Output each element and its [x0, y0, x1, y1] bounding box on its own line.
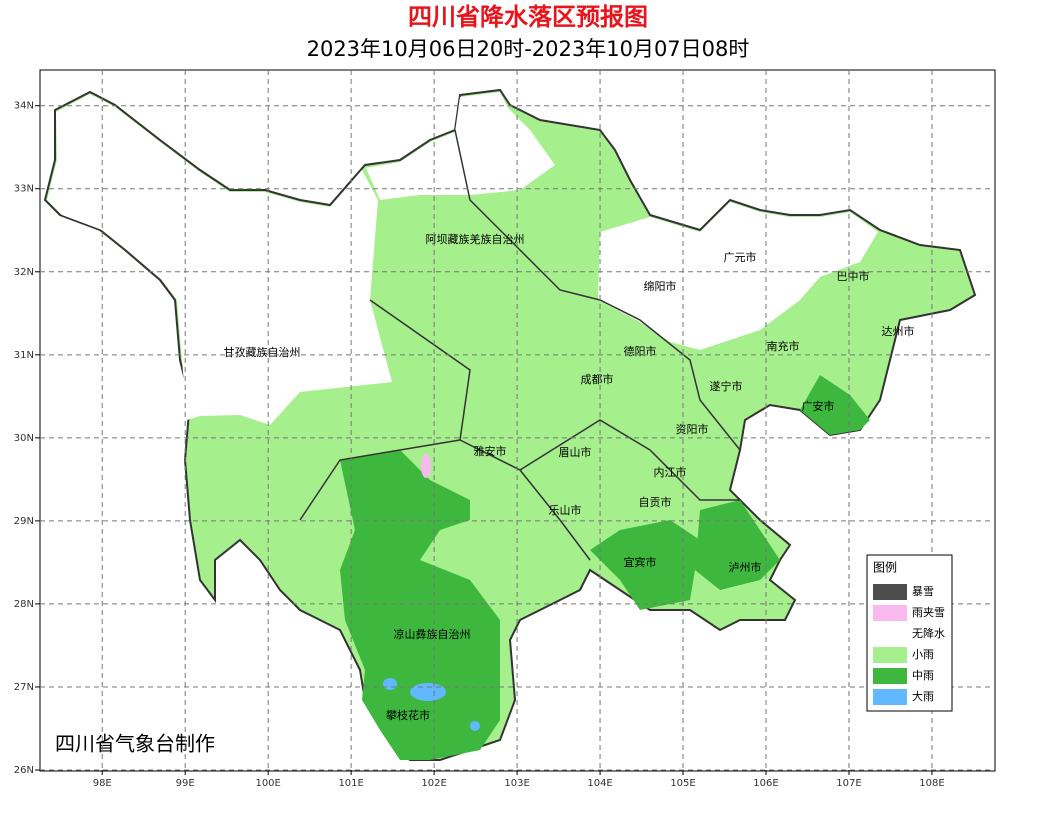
sleet-spot [421, 454, 431, 478]
y-tick-label: 34N [14, 101, 34, 112]
legend-label: 小雨 [912, 648, 934, 661]
heavy-rain-spot [410, 683, 446, 701]
y-tick-label: 26N [14, 765, 34, 776]
title: 四川省降水落区预报图 [408, 3, 648, 31]
x-tick-label: 105E [670, 778, 695, 789]
heavy-rain-spot [383, 678, 397, 690]
legend-label: 雨夹雪 [912, 606, 945, 619]
legend-label: 大雨 [912, 689, 934, 703]
y-tick-label: 31N [14, 350, 34, 361]
x-tick-label: 100E [255, 778, 280, 789]
x-tick-label: 102E [421, 778, 446, 789]
region-label: 眉山市 [559, 445, 592, 459]
region-label: 资阳市 [676, 422, 709, 436]
region-label: 雅安市 [474, 444, 507, 458]
region-label: 达州市 [882, 324, 915, 338]
region-label: 广安市 [802, 399, 835, 413]
no-rain-northeast [598, 202, 878, 350]
moderate-rain-luzhou [695, 500, 780, 590]
subtitle: 2023年10月06日20时-2023年10月07日08时 [307, 37, 750, 61]
city-border [369, 299, 591, 561]
x-tick-label: 101E [338, 778, 363, 789]
region-label: 宜宾市 [624, 555, 657, 569]
y-tick-label: 30N [14, 433, 34, 444]
region-label: 甘孜藏族自治州 [224, 345, 301, 359]
city-labels: 阿坝藏族羌族自治州 甘孜藏族自治州 广元市 巴中市 绵阳市 达州市 南充市 德阳… [224, 232, 915, 722]
region-label: 攀枝花市 [386, 708, 430, 722]
region-label: 泸州市 [729, 560, 762, 574]
region-label: 南充市 [767, 339, 800, 353]
region-label: 遂宁市 [710, 379, 743, 393]
y-tick-label: 29N [14, 516, 34, 527]
legend-title: 图例 [873, 561, 897, 575]
moderate-rain-guangan [800, 375, 870, 435]
legend-swatch [873, 626, 907, 642]
region-label: 凉山彝族自治州 [394, 627, 471, 641]
region-label: 内江市 [654, 465, 687, 479]
y-tick-label: 27N [14, 682, 34, 693]
y-tick-label: 28N [14, 599, 34, 610]
heavy-rain-spot [470, 721, 480, 731]
y-tick-label: 33N [14, 184, 34, 195]
city-border [519, 419, 740, 501]
moderate-rain-yibin [590, 520, 700, 610]
legend-swatch [873, 605, 907, 621]
region-label: 成都市 [581, 372, 614, 386]
legend-label: 暴雪 [912, 585, 934, 598]
x-tick-label: 104E [587, 778, 612, 789]
legend-swatch [873, 647, 907, 663]
region-label: 广元市 [724, 250, 757, 264]
x-tick-label: 108E [919, 778, 944, 789]
x-tick-label: 103E [504, 778, 529, 789]
no-rain-north [366, 92, 555, 200]
legend-swatch [873, 668, 907, 684]
legend-swatch [873, 689, 907, 705]
region-label: 绵阳市 [644, 279, 677, 293]
city-border [299, 439, 461, 521]
y-tick-label: 32N [14, 267, 34, 278]
credit: 四川省气象台制作 [55, 732, 215, 756]
x-tick-label: 107E [836, 778, 861, 789]
region-label: 德阳市 [624, 344, 657, 358]
x-tick-label: 98E [93, 778, 112, 789]
region-label: 自贡市 [639, 495, 672, 509]
x-tick-label: 99E [176, 778, 195, 789]
legend-swatch [873, 584, 907, 600]
x-tick-label: 106E [753, 778, 778, 789]
region-label: 乐山市 [549, 503, 582, 517]
region-label: 阿坝藏族羌族自治州 [426, 232, 525, 246]
legend-label: 无降水 [912, 626, 945, 640]
region-label: 巴中市 [837, 269, 870, 283]
precip-regions [43, 88, 977, 761]
moderate-rain-liangshan [340, 450, 500, 760]
legend-label: 中雨 [912, 669, 934, 682]
no-rain-west [47, 94, 392, 425]
